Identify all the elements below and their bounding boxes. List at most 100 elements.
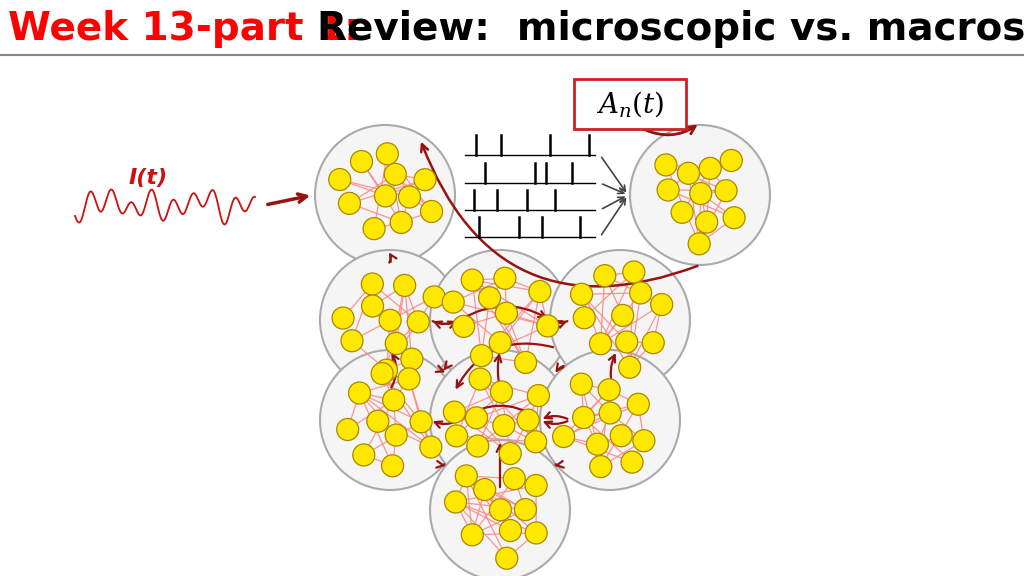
FancyBboxPatch shape <box>574 79 686 129</box>
Circle shape <box>500 520 521 541</box>
Circle shape <box>671 202 693 223</box>
Circle shape <box>414 169 436 191</box>
Circle shape <box>598 379 621 401</box>
Circle shape <box>524 431 547 453</box>
Circle shape <box>379 309 401 331</box>
Circle shape <box>341 329 362 352</box>
Circle shape <box>361 295 384 317</box>
Circle shape <box>385 424 408 446</box>
Circle shape <box>573 307 595 329</box>
Circle shape <box>699 157 721 179</box>
Circle shape <box>430 440 570 576</box>
Circle shape <box>474 479 496 501</box>
Circle shape <box>628 393 649 415</box>
Circle shape <box>537 315 559 337</box>
Circle shape <box>461 269 483 291</box>
Circle shape <box>489 499 511 521</box>
Circle shape <box>442 291 464 313</box>
Circle shape <box>430 250 570 390</box>
Text: I(t): I(t) <box>128 168 168 188</box>
Circle shape <box>550 250 690 390</box>
Circle shape <box>467 435 488 457</box>
Circle shape <box>421 200 442 222</box>
Circle shape <box>599 402 622 424</box>
Circle shape <box>398 368 420 390</box>
Circle shape <box>443 401 465 423</box>
Circle shape <box>400 348 423 370</box>
Circle shape <box>453 316 475 338</box>
Circle shape <box>500 442 521 465</box>
Circle shape <box>642 332 665 354</box>
Circle shape <box>496 547 518 569</box>
Circle shape <box>393 274 416 297</box>
Circle shape <box>610 425 632 446</box>
Circle shape <box>493 415 515 437</box>
Circle shape <box>445 425 468 447</box>
Circle shape <box>553 426 574 448</box>
Circle shape <box>587 433 608 455</box>
Circle shape <box>420 436 441 458</box>
Circle shape <box>695 211 718 233</box>
Circle shape <box>525 522 547 544</box>
Circle shape <box>339 192 360 214</box>
Circle shape <box>361 273 383 295</box>
Circle shape <box>371 362 393 385</box>
Circle shape <box>590 456 611 478</box>
Text: Review:  microscopic vs. macroscopic: Review: microscopic vs. macroscopic <box>290 10 1024 48</box>
Circle shape <box>515 351 537 373</box>
Circle shape <box>540 350 680 490</box>
Circle shape <box>398 186 421 208</box>
Circle shape <box>383 389 404 411</box>
Circle shape <box>348 382 371 404</box>
Circle shape <box>688 233 711 255</box>
Circle shape <box>570 283 593 305</box>
Circle shape <box>630 282 651 304</box>
Circle shape <box>611 305 634 327</box>
Circle shape <box>444 491 467 513</box>
Circle shape <box>375 185 396 207</box>
Text: Week 13-part 1:: Week 13-part 1: <box>8 10 359 48</box>
Circle shape <box>655 154 677 176</box>
Circle shape <box>390 211 413 233</box>
Circle shape <box>462 524 483 546</box>
Bar <box>0 0 1024 55</box>
Circle shape <box>377 143 398 165</box>
Circle shape <box>319 250 460 390</box>
Circle shape <box>570 373 592 395</box>
Circle shape <box>517 409 540 431</box>
Circle shape <box>715 180 737 202</box>
Circle shape <box>633 430 655 452</box>
Circle shape <box>572 407 595 429</box>
Circle shape <box>723 207 745 229</box>
Circle shape <box>470 344 493 367</box>
Circle shape <box>490 381 512 403</box>
Circle shape <box>623 261 645 283</box>
Circle shape <box>478 287 501 309</box>
Circle shape <box>528 281 551 302</box>
Circle shape <box>630 125 770 265</box>
Text: $A_n(t)$: $A_n(t)$ <box>596 89 664 119</box>
Circle shape <box>503 468 525 490</box>
Circle shape <box>408 311 429 333</box>
Circle shape <box>466 407 487 429</box>
Circle shape <box>590 333 611 355</box>
Circle shape <box>410 411 432 433</box>
Circle shape <box>525 475 547 497</box>
Circle shape <box>353 444 375 466</box>
Circle shape <box>319 350 460 490</box>
Circle shape <box>456 465 477 487</box>
Circle shape <box>690 183 712 204</box>
Circle shape <box>657 179 679 201</box>
Circle shape <box>315 125 455 265</box>
Circle shape <box>423 286 445 308</box>
Circle shape <box>376 359 397 381</box>
Circle shape <box>469 368 492 390</box>
Circle shape <box>618 357 641 378</box>
Circle shape <box>622 451 643 473</box>
Circle shape <box>332 307 354 329</box>
Circle shape <box>594 264 615 287</box>
Circle shape <box>720 149 742 172</box>
Circle shape <box>337 419 358 441</box>
Circle shape <box>514 499 537 521</box>
Circle shape <box>382 455 403 477</box>
